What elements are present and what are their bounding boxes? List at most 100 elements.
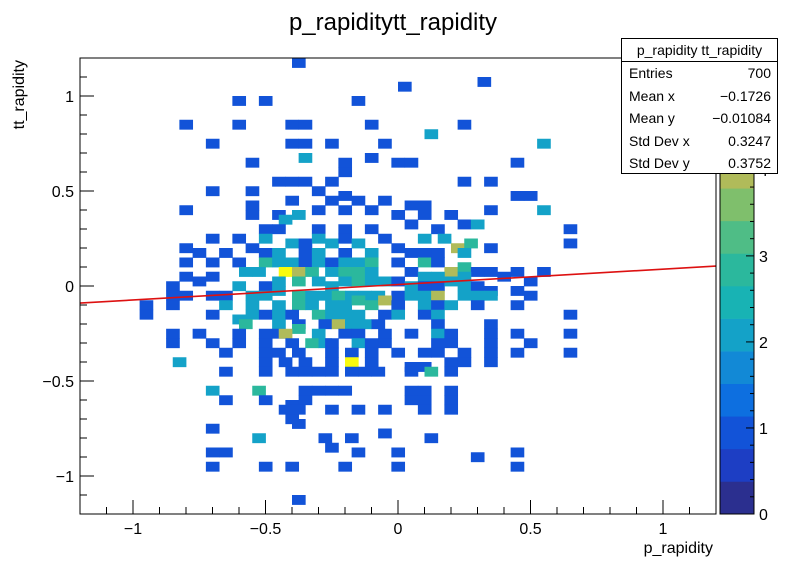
heatmap-cell (292, 404, 306, 415)
heatmap-cell (311, 366, 326, 377)
heatmap-cell (404, 290, 419, 301)
heatmap-cell (364, 248, 379, 258)
stats-row-std-dev-x: Std Dev x 0.3247 (622, 130, 777, 153)
heatmap-cell (179, 290, 194, 301)
heatmap-cell (258, 281, 273, 292)
heatmap-cell (404, 395, 419, 406)
heatmap-cell (166, 300, 180, 311)
heatmap-cell (219, 447, 233, 458)
heatmap-cell (272, 300, 286, 311)
heatmap-cell (219, 290, 233, 301)
heatmap-cell (470, 290, 485, 301)
heatmap-cell (364, 300, 379, 311)
heatmap-cell (444, 267, 459, 277)
x-axis: −1 −0.5 0 0.5 1 (79, 500, 717, 538)
heatmap-cell (391, 276, 406, 287)
stats-value: 700 (747, 65, 771, 81)
heatmap-cell (179, 205, 194, 216)
heatmap-cell (510, 328, 525, 339)
heatmap-cell (378, 233, 392, 244)
heatmap-cell (311, 257, 326, 268)
heatmap-cell (272, 176, 286, 187)
heatmap-cell (311, 309, 326, 320)
heatmap-cell (292, 267, 306, 277)
heatmap-cell (523, 276, 538, 287)
stats-row-std-dev-y: Std Dev y 0.3752 (622, 152, 777, 175)
heatmap-cell (510, 286, 525, 296)
fit-line-layer (79, 265, 717, 304)
stats-value: 0.3752 (728, 155, 771, 172)
heatmap-cell (205, 423, 220, 434)
heatmap-cell (272, 347, 286, 358)
heatmap-cell (232, 257, 247, 268)
heatmap-cell (364, 338, 379, 349)
fit-line (79, 265, 717, 304)
heatmap-cell (285, 366, 300, 377)
heatmap-cell (417, 300, 432, 311)
heatmap-cell (172, 357, 187, 368)
heatmap-cell (457, 357, 472, 368)
heatmap-cell (305, 338, 319, 349)
heatmap-cell (431, 257, 445, 268)
heatmap-cell (364, 357, 379, 368)
heatmap-cell (285, 195, 300, 206)
stats-label: Std Dev x (629, 132, 690, 149)
heatmap-cell (298, 395, 313, 406)
heatmap-cell (364, 257, 379, 268)
heatmap-cell (272, 224, 286, 235)
heatmap-cell (325, 176, 339, 187)
colorbar-segment (720, 448, 754, 482)
heatmap-cell (444, 328, 459, 339)
heatmap-cell (378, 309, 392, 320)
heatmap-cell (398, 81, 412, 92)
heatmap-cell (563, 328, 578, 339)
heatmap-cell (484, 243, 498, 254)
heatmap-cell (351, 447, 366, 458)
heatmap-cell (351, 195, 366, 206)
heatmap-cell (417, 395, 432, 406)
heatmap-cell (139, 309, 154, 320)
heatmap-cell (311, 233, 326, 244)
heatmap-cell (338, 248, 353, 258)
heatmap-cell (331, 290, 346, 301)
heatmap-cell (358, 319, 372, 330)
heatmap-cell (278, 357, 293, 368)
heatmap-cell (338, 276, 353, 287)
heatmap-cell (371, 366, 386, 377)
heatmap-cell (431, 224, 445, 235)
heatmap-cell (298, 248, 313, 258)
x-tick-label: 0.5 (519, 521, 541, 538)
heatmap-cell (258, 96, 273, 106)
heatmap-cell (424, 433, 439, 444)
heatmap-cell (298, 257, 313, 268)
heatmap-cell (232, 328, 247, 339)
heatmap-cell (325, 267, 339, 277)
heatmap-cell (351, 295, 366, 306)
heatmap-cell (484, 357, 498, 368)
heatmap-cell (258, 395, 273, 406)
heatmap-cell (219, 248, 233, 258)
stats-value: −0.01084 (712, 110, 771, 127)
colorbar-tick-label: 1 (759, 421, 768, 438)
heatmap-cell (510, 447, 525, 458)
heatmap-cell (364, 276, 379, 287)
heatmap-cell (318, 319, 333, 330)
heatmap-cell (457, 176, 472, 187)
heatmap-cell (431, 338, 445, 349)
heatmap-cell (351, 267, 366, 277)
stats-value: 0.3247 (728, 132, 771, 149)
heatmap-cell (219, 347, 233, 358)
heatmap-cell (457, 271, 472, 282)
heatmap-cell (292, 347, 306, 358)
heatmap-cell (298, 138, 313, 149)
heatmap-cell (364, 224, 379, 235)
heatmap-cell (345, 357, 359, 368)
heatmap-cell (378, 428, 392, 439)
heatmap-cell (285, 138, 300, 149)
heatmap-cell (278, 404, 293, 415)
heatmap-cell (537, 267, 551, 277)
heatmap-cell (305, 267, 319, 277)
heatmap-cell (292, 324, 306, 334)
heatmap-cell (311, 205, 326, 216)
stats-title: p_rapidity tt_rapidity (622, 39, 777, 62)
